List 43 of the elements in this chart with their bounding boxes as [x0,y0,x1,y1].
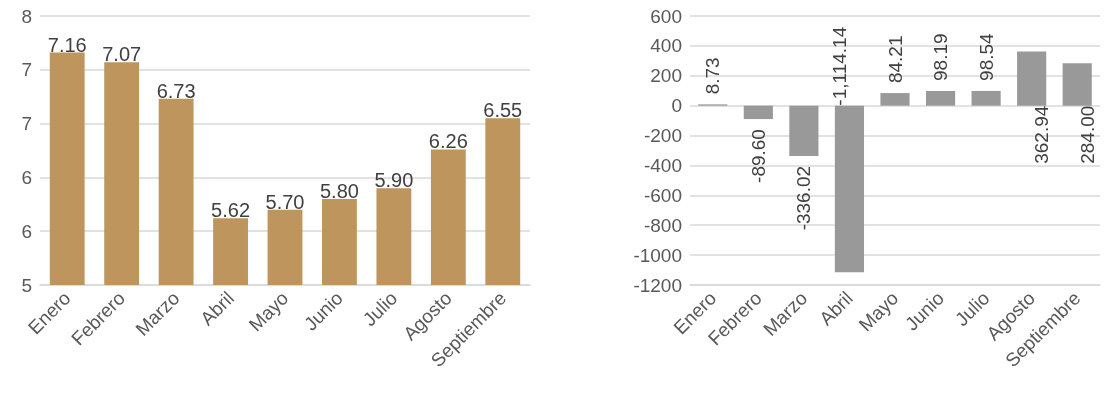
bar [971,90,1001,106]
data-label: 7.07 [102,43,142,66]
data-label: -89.60 [747,129,769,183]
y-tick-label: 8 [21,5,32,27]
bar [1062,63,1092,106]
y-tick-label: 200 [650,65,682,87]
data-label: 5.62 [211,199,251,222]
bar [834,105,865,273]
y-tick-label: -400 [643,154,682,176]
x-tick-label: Julio [358,287,402,331]
data-label: -1,114.14 [828,26,850,106]
y-tick-label: 5 [21,274,32,296]
bar [1017,51,1047,106]
data-label: 5.70 [265,190,305,213]
y-tick-label: 600 [650,5,682,27]
y-tick-label: -1200 [633,274,682,296]
y-tick-label: 400 [650,35,682,57]
data-label: 6.26 [428,130,468,153]
bar [743,105,773,120]
y-tick-label: 6 [21,166,32,188]
data-label: 5.90 [374,169,414,192]
bar [789,105,819,156]
y-tick-label: 0 [671,95,682,117]
data-label: 7.16 [47,33,87,56]
data-label: 6.73 [156,79,196,102]
y-tick-label: -200 [643,125,682,147]
y-tick-label: -800 [643,214,682,236]
data-label: 8.73 [702,57,724,95]
y-tick-label: 7 [21,59,32,81]
data-label: 5.80 [319,179,359,202]
y-tick-label: 6 [21,220,32,242]
bar [925,90,956,106]
y-tick-label: 7 [21,113,32,135]
data-label: 6.55 [483,99,523,122]
y-tick-label: -600 [643,184,682,206]
bar [880,93,910,106]
y-tick-label: -1000 [633,244,682,266]
data-label: -336.02 [793,165,815,231]
data-label: 98.19 [930,33,952,81]
data-label: 362.94 [1031,105,1053,164]
data-label: 284.00 [1076,105,1098,164]
data-label: 84.21 [884,35,906,84]
data-label: 98.54 [975,32,997,81]
